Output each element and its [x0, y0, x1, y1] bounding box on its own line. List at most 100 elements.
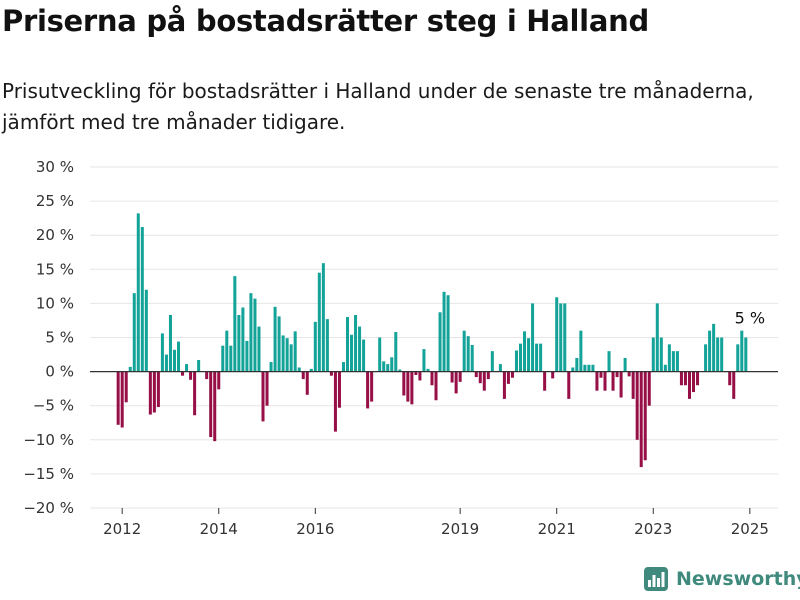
bar [245, 340, 249, 372]
bar [639, 371, 643, 468]
bar [518, 343, 523, 372]
bar [410, 371, 414, 405]
x-tick-label: 2012 [103, 520, 141, 538]
bar [160, 333, 164, 372]
bar [189, 371, 193, 380]
bar [124, 371, 128, 403]
bar [571, 367, 575, 372]
bar [325, 319, 329, 372]
bar [736, 344, 740, 372]
bar [587, 364, 591, 372]
bar [329, 371, 333, 376]
y-tick-label: −10 % [23, 431, 74, 449]
bar [527, 338, 531, 372]
bar [430, 371, 434, 386]
bar [555, 297, 559, 372]
bar [398, 369, 402, 372]
bar [679, 371, 683, 386]
bar [229, 345, 233, 372]
bar-chart-icon [644, 567, 668, 591]
bar [502, 371, 506, 399]
bar [607, 351, 611, 372]
bar [253, 298, 257, 372]
bar [345, 317, 350, 372]
bar [337, 371, 341, 408]
bar [394, 332, 398, 372]
y-tick-label: −5 % [33, 397, 74, 415]
bar [197, 360, 201, 372]
bar [209, 371, 213, 438]
bar [164, 354, 168, 372]
y-tick-label: 20 % [36, 226, 74, 244]
bar [293, 331, 297, 372]
bar [168, 314, 172, 372]
grid-lines [90, 166, 778, 509]
bar [531, 303, 535, 372]
bar [185, 364, 189, 372]
bar [651, 337, 655, 372]
bar [655, 303, 659, 372]
bar [583, 364, 587, 372]
bar [514, 350, 518, 372]
bar [378, 337, 382, 372]
bar [671, 351, 675, 372]
bar [740, 330, 744, 372]
y-axis: −20 % −15 % −10 % −5 % 0 % 5 % 10 % 15 % 20 % 25 … [23, 158, 74, 517]
bar [611, 371, 615, 391]
bar [177, 341, 181, 372]
bar [506, 371, 510, 384]
brand-name: Newsworthy [676, 568, 800, 590]
bar [257, 326, 261, 372]
bar [523, 331, 527, 372]
bar [193, 371, 197, 416]
bar [490, 351, 494, 372]
bar [595, 371, 599, 391]
bar [446, 295, 450, 372]
bar [225, 330, 229, 372]
bar [627, 371, 631, 377]
bars [116, 213, 748, 468]
bar [510, 371, 514, 378]
bar [382, 361, 386, 372]
bar [265, 371, 269, 406]
bar [233, 276, 237, 372]
bar [458, 371, 462, 382]
bar [716, 337, 720, 372]
bar [116, 371, 120, 425]
x-axis: 2012 2014 2016 2019 2021 2023 2025 [103, 508, 769, 538]
bar [667, 344, 671, 372]
bar [462, 330, 466, 372]
bar [341, 362, 345, 372]
bar [434, 371, 438, 401]
y-tick-label: −15 % [23, 465, 74, 483]
bar [132, 293, 136, 372]
y-tick-label: 30 % [36, 158, 74, 176]
bar [426, 368, 430, 372]
bar [313, 321, 317, 372]
bar [744, 337, 748, 372]
y-tick-label: 15 % [36, 260, 74, 278]
bar [466, 336, 470, 372]
bar [563, 303, 567, 372]
x-tick-label: 2025 [731, 520, 769, 538]
bar [241, 307, 245, 372]
bar [631, 371, 635, 399]
bar [358, 326, 362, 372]
bar [366, 371, 370, 409]
bar [237, 314, 241, 372]
bar [551, 371, 555, 379]
latest-value-label: 5 % [735, 309, 765, 328]
bar [498, 364, 502, 372]
bar [402, 371, 406, 396]
bar [362, 339, 366, 372]
bar [370, 371, 374, 402]
bar [249, 293, 253, 372]
bar [683, 371, 687, 386]
bar [172, 349, 176, 372]
bar [454, 371, 458, 394]
bar [156, 371, 160, 408]
x-tick-label: 2014 [200, 520, 238, 538]
bar [535, 343, 539, 372]
bar [418, 371, 422, 381]
y-tick-label: 25 % [36, 192, 74, 210]
